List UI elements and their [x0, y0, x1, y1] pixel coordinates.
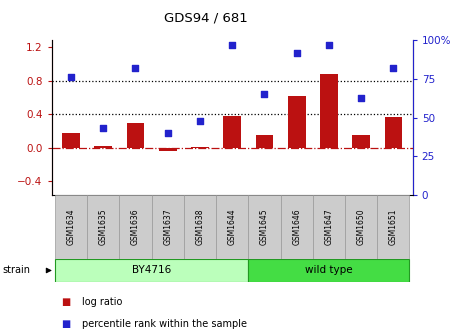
Text: GDS94 / 681: GDS94 / 681 — [165, 12, 248, 25]
Bar — [377, 195, 409, 259]
Bar — [191, 147, 209, 148]
Text: GSM1637: GSM1637 — [163, 208, 172, 245]
Text: GSM1647: GSM1647 — [325, 208, 333, 245]
Bar — [345, 195, 377, 259]
Text: log ratio: log ratio — [82, 297, 122, 307]
Point — [196, 118, 204, 123]
Text: GSM1644: GSM1644 — [227, 208, 237, 245]
Bar — [127, 123, 144, 148]
Bar — [320, 74, 338, 148]
Point — [99, 126, 107, 131]
Bar — [352, 135, 370, 148]
Bar — [248, 195, 280, 259]
Text: GSM1638: GSM1638 — [196, 209, 204, 245]
Text: ■: ■ — [61, 297, 70, 307]
Text: ■: ■ — [61, 319, 70, 329]
Bar — [223, 116, 241, 148]
Text: GSM1645: GSM1645 — [260, 208, 269, 245]
Bar — [151, 195, 184, 259]
Text: wild type: wild type — [305, 265, 353, 276]
Bar — [248, 259, 409, 282]
Bar — [216, 195, 248, 259]
Text: GSM1651: GSM1651 — [389, 209, 398, 245]
Bar — [159, 148, 176, 151]
Point — [228, 42, 236, 48]
Bar — [288, 96, 305, 148]
Point — [67, 75, 75, 80]
Text: GSM1646: GSM1646 — [292, 208, 301, 245]
Point — [261, 92, 268, 97]
Point — [325, 42, 333, 48]
Bar — [94, 146, 112, 148]
Text: GSM1635: GSM1635 — [98, 208, 108, 245]
Point — [357, 95, 365, 100]
Text: BY4716: BY4716 — [132, 265, 171, 276]
Point — [132, 66, 139, 71]
Bar — [385, 117, 402, 148]
Bar — [280, 195, 313, 259]
Bar — [313, 195, 345, 259]
Text: GSM1634: GSM1634 — [67, 208, 76, 245]
Bar — [87, 195, 119, 259]
Text: percentile rank within the sample: percentile rank within the sample — [82, 319, 247, 329]
Text: strain: strain — [2, 265, 30, 276]
Bar — [256, 135, 273, 148]
Bar — [184, 195, 216, 259]
Text: GSM1650: GSM1650 — [356, 208, 366, 245]
Bar — [119, 195, 151, 259]
Point — [390, 66, 397, 71]
Point — [164, 130, 171, 136]
Bar — [55, 195, 87, 259]
Bar — [55, 259, 248, 282]
Point — [293, 50, 300, 55]
Text: GSM1636: GSM1636 — [131, 208, 140, 245]
Bar — [62, 133, 80, 148]
